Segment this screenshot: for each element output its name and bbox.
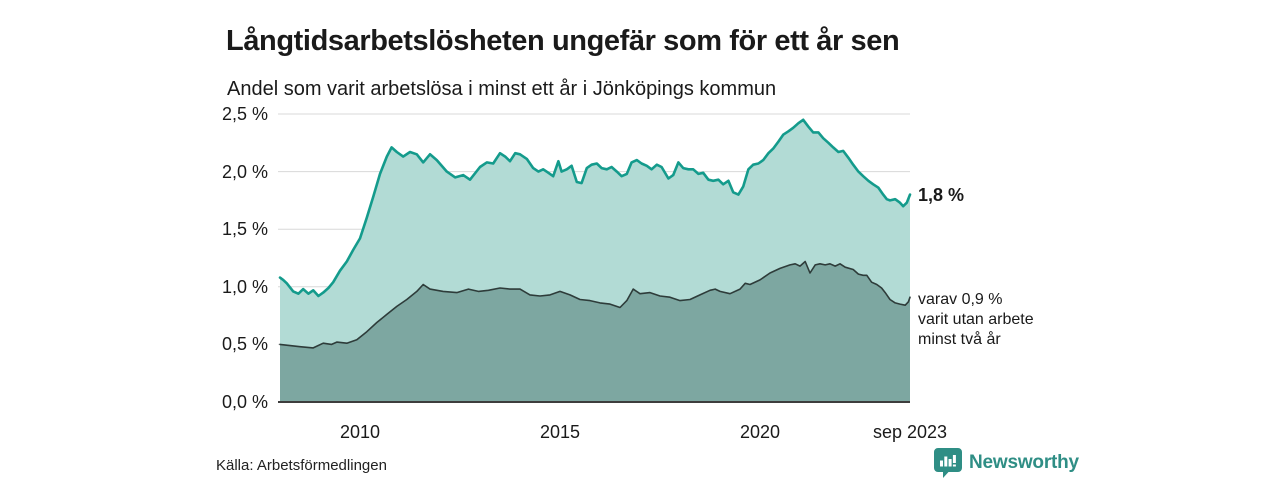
chart-subtitle: Andel som varit arbetslösa i minst ett å… bbox=[227, 77, 777, 100]
newsworthy-logo-text: Newsworthy bbox=[969, 451, 1079, 473]
area-fill-series-1 bbox=[280, 261, 910, 402]
source-note: Källa: Arbetsförmedlingen bbox=[216, 457, 387, 474]
bar-chart-glyph bbox=[940, 455, 956, 467]
newsworthy-logo: Newsworthy bbox=[933, 447, 1079, 478]
series-end-label-subset-line2: varit utan arbete bbox=[918, 311, 1034, 328]
newsworthy-logo-icon bbox=[934, 448, 962, 478]
y-tick-label: 0,5 % bbox=[221, 334, 268, 355]
y-tick-label: 1,0 % bbox=[221, 276, 268, 297]
series-end-label-total: 1,8 % bbox=[918, 185, 965, 205]
line-series-0 bbox=[278, 118, 912, 298]
series-end-label-subset-line3: minst två år bbox=[918, 331, 1001, 348]
y-tick-label: 0,0 % bbox=[221, 392, 268, 412]
y-tick-label: 2,5 % bbox=[221, 104, 268, 124]
speech-bubble-shape bbox=[934, 448, 962, 478]
line-series-1 bbox=[279, 260, 911, 349]
x-tick-label: sep 2023 bbox=[872, 422, 948, 442]
y-tick-label: 1,5 % bbox=[221, 219, 268, 240]
x-tick-label: 2010 bbox=[339, 422, 381, 442]
chart-title: Långtidsarbetslösheten ungefär som för e… bbox=[226, 25, 900, 58]
x-tick-label: 2020 bbox=[739, 422, 781, 442]
x-tick-label: 2015 bbox=[539, 422, 581, 442]
series-end-label-subset: varav 0,9 % varit utan arbete minst två … bbox=[918, 290, 1034, 350]
y-tick-label: 2,0 % bbox=[221, 161, 268, 182]
series-end-label-subset-line1: varav 0,9 % bbox=[918, 291, 1003, 308]
